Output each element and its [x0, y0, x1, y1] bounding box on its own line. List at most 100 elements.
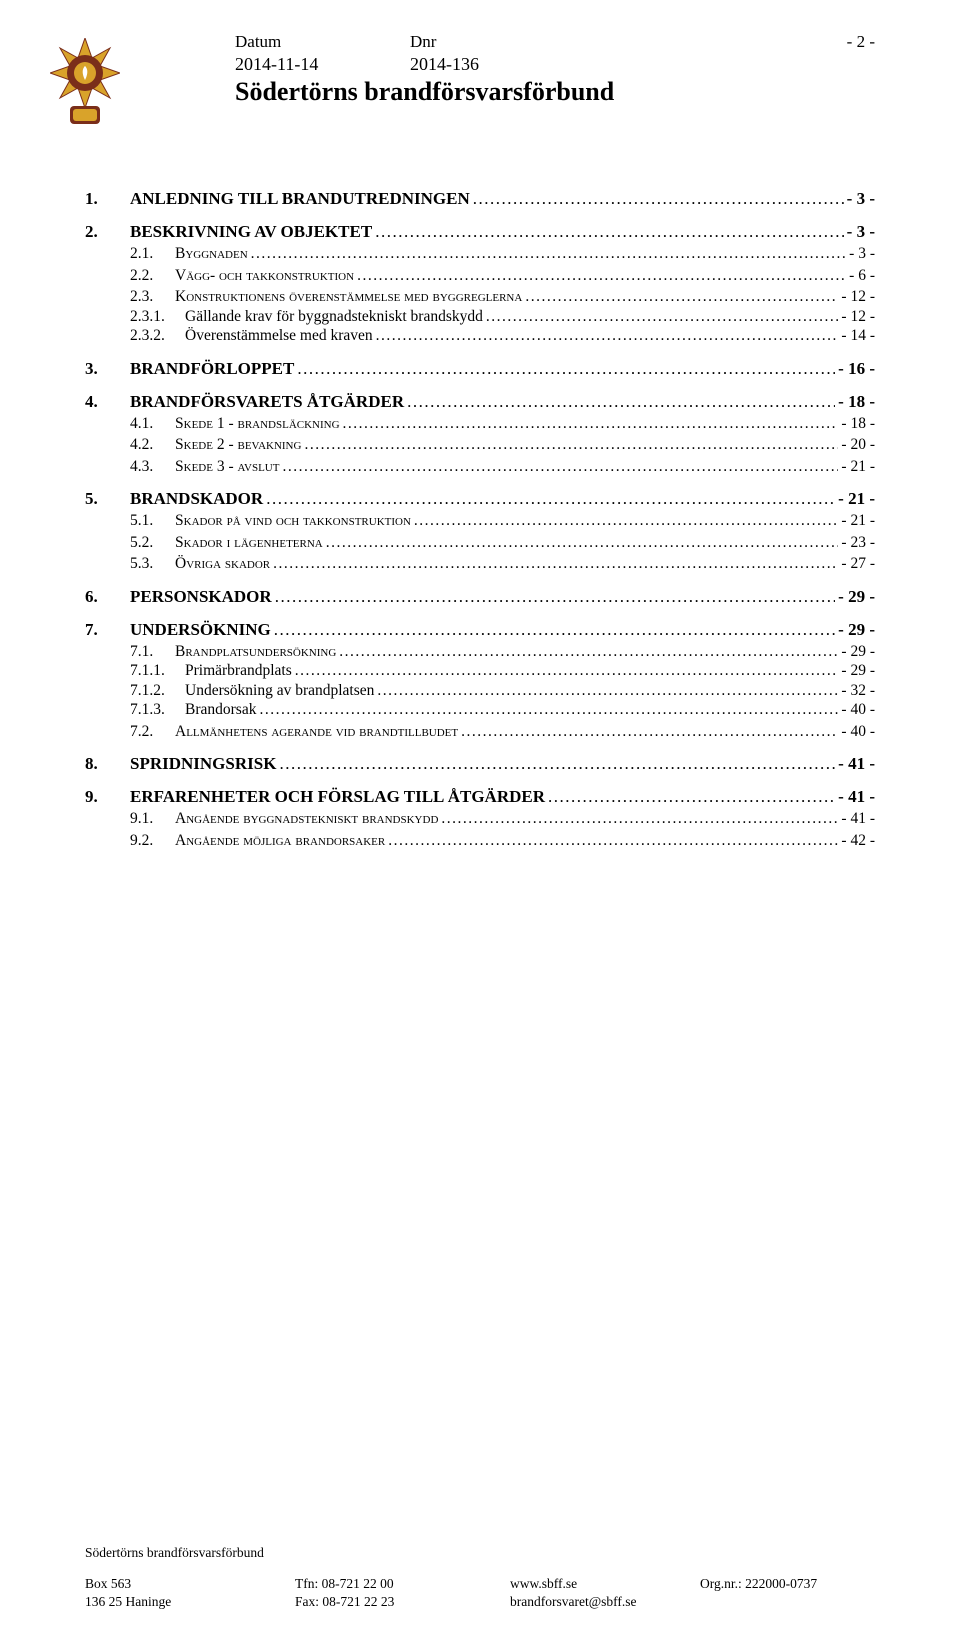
header-block: Datum Dnr 2014-11-14 2014-136 Södertörns…: [235, 32, 614, 107]
toc-number: 2.: [85, 223, 130, 240]
dnr-value: 2014-136: [410, 54, 479, 75]
toc-row: 4.3.Skede 3 - avslut- 21 -: [85, 459, 875, 475]
toc-leader: [473, 190, 844, 207]
toc-title: Brandplatsundersökning: [175, 644, 336, 660]
toc-title: Konstruktionens överenstämmelse med bygg…: [175, 289, 522, 305]
toc-number: 7.: [85, 621, 130, 638]
toc-number: 6.: [85, 588, 130, 605]
toc-page: - 21 -: [841, 459, 875, 475]
toc-leader: [461, 724, 838, 740]
toc-leader: [297, 360, 835, 377]
toc-row: 9.ERFARENHETER OCH FÖRSLAG TILL ÅTGÄRDER…: [85, 788, 875, 805]
toc-number: 4.: [85, 393, 130, 410]
toc-leader: [441, 811, 838, 827]
toc-leader: [375, 223, 843, 240]
toc-number: 7.1.1.: [130, 663, 185, 679]
toc-number: 2.3.2.: [130, 328, 185, 344]
page: Datum Dnr 2014-11-14 2014-136 Södertörns…: [0, 0, 960, 1651]
toc-title: ERFARENHETER OCH FÖRSLAG TILL ÅTGÄRDER: [130, 788, 545, 805]
toc-number: 1.: [85, 190, 130, 207]
toc-page: - 41 -: [838, 788, 875, 805]
toc-title: Skede 1 - brandsläckning: [175, 416, 340, 432]
toc-row: 3.BRANDFÖRLOPPET- 16 -: [85, 360, 875, 377]
toc-page: - 14 -: [841, 328, 875, 344]
toc-leader: [414, 513, 839, 529]
toc-title: Angående möjliga brandorsaker: [175, 833, 385, 849]
toc-page: - 6 -: [849, 268, 875, 284]
toc-number: 4.1.: [130, 416, 175, 432]
toc-number: 9.: [85, 788, 130, 805]
toc-title: Skede 2 - bevakning: [175, 437, 301, 453]
toc-page: - 12 -: [841, 309, 875, 325]
toc-leader: [251, 246, 847, 262]
datum-value: 2014-11-14: [235, 54, 410, 75]
toc-title: BRANDFÖRLOPPET: [130, 360, 294, 377]
toc-leader: [295, 663, 839, 679]
toc-leader: [339, 644, 838, 660]
toc-title: Primärbrandplats: [185, 663, 292, 679]
toc-title: Angående byggnadstekniskt brandskydd: [175, 811, 438, 827]
footer-orgnr: Org.nr.: 222000-0737: [700, 1575, 875, 1593]
toc-page: - 3 -: [847, 190, 875, 207]
toc-title: UNDERSÖKNING: [130, 621, 271, 638]
toc-row: 4.1.Skede 1 - brandsläckning - 18 -: [85, 416, 875, 432]
toc-row: 2.1.Byggnaden- 3 -: [85, 246, 875, 262]
toc-row: 7.2.Allmänhetens agerande vid brandtillb…: [85, 724, 875, 740]
toc-row: 2.3.Konstruktionens överenstämmelse med …: [85, 289, 875, 305]
footer-address-line1: Box 563: [85, 1575, 295, 1593]
toc-page: - 3 -: [849, 246, 875, 262]
footer-email: brandforsvaret@sbff.se: [510, 1593, 700, 1611]
toc-row: 7.1.2.Undersökning av brandplatsen- 32 -: [85, 683, 875, 699]
toc-row: 7.1.3.Brandorsak- 40 -: [85, 702, 875, 718]
toc-title: Byggnaden: [175, 246, 248, 262]
toc-title: Övriga skador: [175, 556, 270, 572]
toc-page: - 21 -: [838, 490, 875, 507]
toc-page: - 40 -: [841, 702, 875, 718]
table-of-contents: 1.ANLEDNING TILL BRANDUTREDNINGEN- 3 -2.…: [85, 190, 875, 848]
toc-page: - 32 -: [841, 683, 875, 699]
toc-page: - 41 -: [838, 755, 875, 772]
toc-leader: [259, 702, 838, 718]
toc-number: 5.3.: [130, 556, 175, 572]
toc-page: - 41 -: [841, 811, 875, 827]
toc-page: - 23 -: [841, 535, 875, 551]
toc-row: 9.2.Angående möjliga brandorsaker- 42 -: [85, 833, 875, 849]
dnr-label: Dnr: [410, 32, 436, 52]
toc-page: - 27 -: [841, 556, 875, 572]
footer-fax: Fax: 08-721 22 23: [295, 1593, 510, 1611]
footer-title: Södertörns brandförsvarsförbund: [85, 1545, 875, 1561]
toc-leader: [275, 588, 835, 605]
toc-number: 7.1.2.: [130, 683, 185, 699]
toc-page: - 12 -: [841, 289, 875, 305]
toc-page: - 3 -: [847, 223, 875, 240]
toc-leader: [279, 755, 835, 772]
toc-page: - 18 -: [841, 416, 875, 432]
toc-row: 4.2.Skede 2 - bevakning- 20 -: [85, 437, 875, 453]
toc-title: Överenstämmelse med kraven: [185, 328, 373, 344]
footer-url: www.sbff.se: [510, 1575, 700, 1593]
toc-row: 2.BESKRIVNING AV OBJEKTET- 3 -: [85, 223, 875, 240]
toc-row: 2.3.1.Gällande krav för byggnadstekniskt…: [85, 309, 875, 325]
org-title: Södertörns brandförsvarsförbund: [235, 77, 614, 107]
toc-leader: [273, 556, 838, 572]
footer-col-web: www.sbff.se brandforsvaret@sbff.se: [510, 1575, 700, 1611]
footer-address-line2: 136 25 Haninge: [85, 1593, 295, 1611]
toc-leader: [282, 459, 838, 475]
toc-row: 5.2.Skador i lägenheterna- 23 -: [85, 535, 875, 551]
footer-phone: Tfn: 08-721 22 00: [295, 1575, 510, 1593]
toc-row: 6.PERSONSKADOR- 29 -: [85, 588, 875, 605]
toc-leader: [486, 309, 839, 325]
toc-row: 5.1.Skador på vind och takkonstruktion- …: [85, 513, 875, 529]
toc-title: Skador på vind och takkonstruktion: [175, 513, 411, 529]
toc-row: 9.1.Angående byggnadstekniskt brandskydd…: [85, 811, 875, 827]
toc-leader: [407, 393, 835, 410]
toc-page: - 29 -: [841, 644, 875, 660]
toc-title: Skador i lägenheterna: [175, 535, 323, 551]
footer-col-address: Box 563 136 25 Haninge: [85, 1575, 295, 1611]
toc-leader: [343, 416, 839, 432]
toc-number: 2.3.: [130, 289, 175, 305]
toc-leader: [266, 490, 835, 507]
toc-page: - 20 -: [841, 437, 875, 453]
toc-title: BRANDFÖRSVARETS ÅTGÄRDER: [130, 393, 404, 410]
toc-leader: [304, 437, 838, 453]
